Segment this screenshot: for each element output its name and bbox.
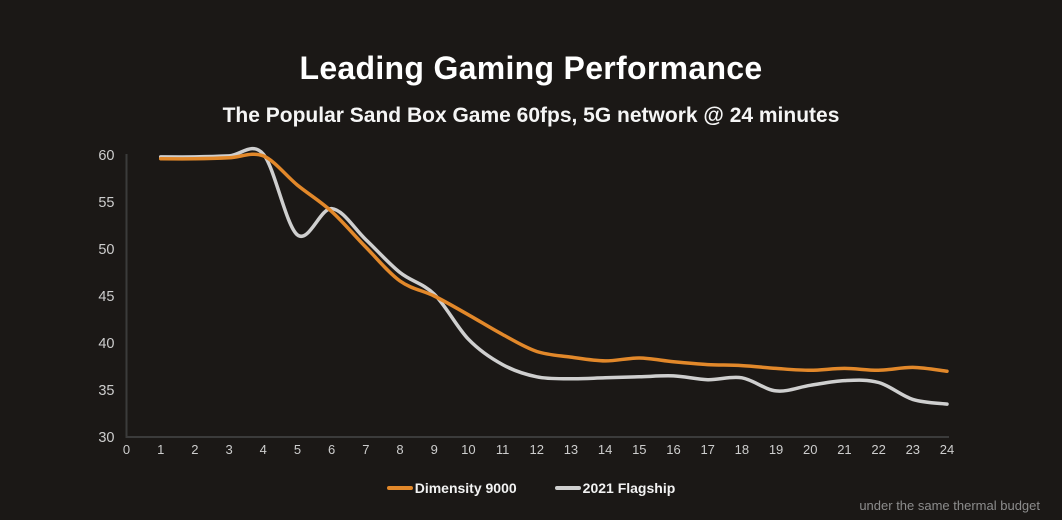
legend-item-dimensity-9000: Dimensity 9000 (386, 480, 517, 496)
x-tick-label: 12 (530, 442, 544, 457)
x-tick-label: 21 (837, 442, 851, 457)
page-subtitle: The Popular Sand Box Game 60fps, 5G netw… (222, 104, 840, 127)
x-tick-label: 14 (598, 442, 612, 457)
x-tick-label: 2 (191, 442, 198, 457)
x-tick-label: 5 (294, 442, 301, 457)
series-line-dimensity-9000 (158, 152, 949, 373)
x-tick-label: 15 (632, 442, 646, 457)
x-tick-label: 22 (871, 442, 885, 457)
x-tick-label: 13 (564, 442, 578, 457)
dimensity-9000-line-swatch (386, 486, 413, 490)
thermal-budget-footnote: under the same thermal budget (859, 498, 1040, 513)
x-tick-label: 19 (769, 442, 783, 457)
y-tick-label: 35 (98, 383, 114, 399)
x-tick-label: 1 (157, 442, 164, 457)
x-tick-label: 20 (803, 442, 817, 457)
y-tick-label: 50 (98, 242, 114, 258)
page-title: Leading Gaming Performance (299, 50, 763, 86)
legend-item-2021-flagship: 2021 Flagship (554, 480, 676, 496)
x-tick-label: 16 (666, 442, 680, 457)
x-tick-label: 7 (362, 442, 369, 457)
y-tick-label: 30 (98, 430, 114, 446)
x-tick-label: 11 (496, 442, 510, 457)
legend-label-2021-flagship: 2021 Flagship (582, 480, 676, 496)
y-tick-label: 55 (98, 195, 114, 211)
x-tick-label: 8 (396, 442, 403, 457)
x-tick-label: 24 (940, 442, 954, 457)
x-tick-label: 18 (735, 442, 749, 457)
x-tick-label: 0 (123, 442, 130, 457)
x-tick-label: 23 (906, 442, 920, 457)
x-tick-label: 9 (431, 442, 438, 457)
series-line-2021-flagship (158, 147, 949, 406)
x-tick-label: 4 (260, 442, 267, 457)
y-tick-label: 45 (98, 289, 114, 305)
y-tick-label: 40 (98, 336, 114, 352)
x-tick-label: 3 (225, 442, 232, 457)
legend: Dimensity 9000 2021 Flagship (0, 480, 1062, 496)
x-tick-label: 10 (461, 442, 475, 457)
x-tick-label: 6 (328, 442, 335, 457)
x-tick-label: 17 (700, 442, 714, 457)
legend-label-dimensity-9000: Dimensity 9000 (414, 480, 517, 496)
2021-flagship-line-swatch (554, 486, 581, 490)
y-tick-label: 60 (98, 148, 114, 164)
